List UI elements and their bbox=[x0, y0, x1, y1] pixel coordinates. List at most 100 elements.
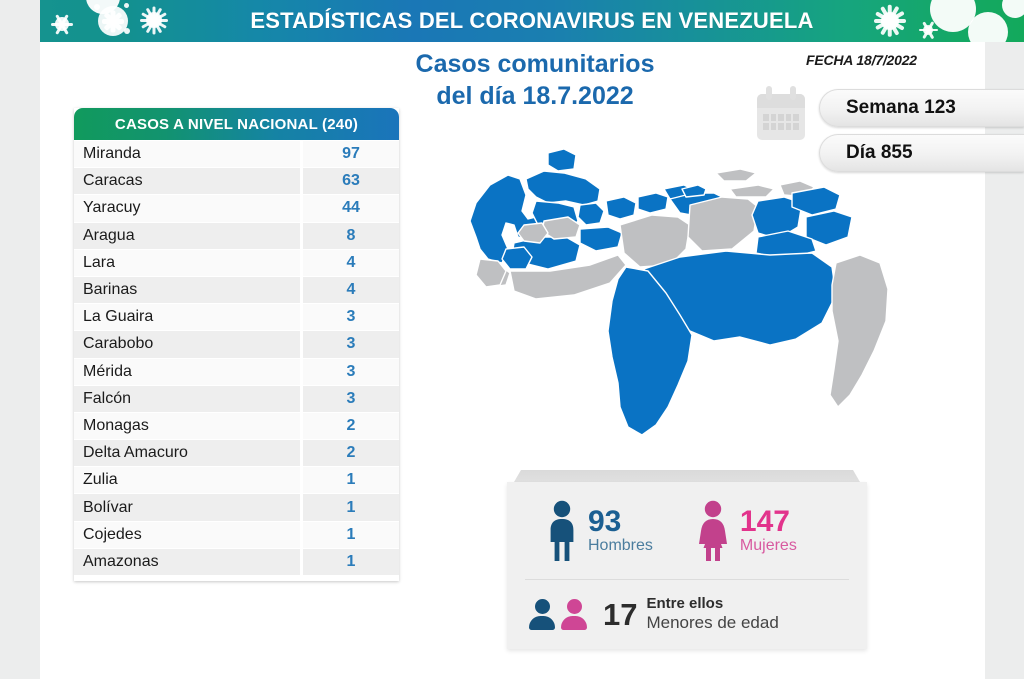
table-cell-state: Carabobo bbox=[74, 331, 300, 358]
table-header: CASOS A NIVEL NACIONAL (240) bbox=[74, 108, 399, 140]
table-cell-value: 4 bbox=[303, 276, 399, 304]
table-cell-value: 8 bbox=[303, 222, 399, 249]
table-cell-value: 97 bbox=[303, 141, 399, 168]
gender-row: 93 Hombres 147 Mujeres bbox=[525, 482, 849, 580]
minors-value: 17 bbox=[603, 596, 638, 632]
table-cell-value: 2 bbox=[303, 412, 399, 440]
table-row: Cojedes 1 bbox=[74, 521, 399, 548]
map-state-caracas bbox=[681, 184, 707, 198]
minors-row: 17 Entre ellos Menores de edad bbox=[507, 580, 867, 648]
national-cases-table: CASOS A NIVEL NACIONAL (240) Miranda 97 Ca… bbox=[74, 108, 399, 581]
table-cell-state: Delta Amacuro bbox=[74, 440, 300, 467]
table-cell-gap bbox=[300, 440, 303, 467]
map-state-tachira bbox=[475, 258, 507, 288]
table-cell-value: 1 bbox=[303, 521, 399, 548]
table-cell-gap bbox=[300, 249, 303, 276]
table-row: Aragua 8 bbox=[74, 222, 399, 249]
table-cell-value: 3 bbox=[303, 304, 399, 331]
coronavirus-icon bbox=[90, 0, 136, 42]
virus-blob-right-2 bbox=[968, 12, 1008, 42]
day-badge-label: Día 855 bbox=[846, 142, 913, 163]
page-title: ESTADÍSTICAS DEL CORONAVIRUS EN VENEZUEL… bbox=[250, 8, 814, 33]
table-cell-gap bbox=[300, 494, 303, 521]
coronavirus-icon-2 bbox=[136, 2, 172, 38]
female-figure-icon bbox=[698, 500, 727, 561]
minors-line2: Menores de edad bbox=[646, 612, 779, 632]
table-cell-gap bbox=[300, 548, 303, 575]
map-state-cojedes bbox=[579, 226, 623, 252]
table-cell-gap bbox=[300, 331, 303, 358]
gender-stats-panel: 93 Hombres 147 Mujeres bbox=[507, 482, 867, 649]
table-row: Barinas 4 bbox=[74, 276, 399, 304]
table-cell-state: Caracas bbox=[74, 168, 300, 195]
women-stat: 147 Mujeres bbox=[697, 500, 797, 562]
table-cell-gap bbox=[300, 521, 303, 548]
coronavirus-icon-3 bbox=[48, 10, 76, 38]
table-cell-state: Amazonas bbox=[74, 548, 300, 575]
map-state-trujillo bbox=[517, 222, 549, 244]
table-cell-value: 63 bbox=[303, 168, 399, 195]
calendar-icon bbox=[757, 86, 805, 140]
virus-blob-right-3 bbox=[1002, 0, 1024, 18]
table-row: Carabobo 3 bbox=[74, 331, 399, 358]
map-state-sucre bbox=[791, 186, 841, 216]
map-state-amazonas bbox=[607, 266, 693, 436]
subtitle-line1: Casos comunitarios bbox=[415, 50, 655, 78]
table-cell-state: Lara bbox=[74, 249, 300, 276]
week-badge[interactable]: Semana 123 bbox=[819, 89, 1024, 127]
table-cell-value: 1 bbox=[303, 467, 399, 494]
table-cell-state: Falcón bbox=[74, 385, 300, 412]
table-cell-value: 3 bbox=[303, 385, 399, 412]
table-cell-value: 1 bbox=[303, 494, 399, 521]
map-state-anzoategui bbox=[687, 196, 759, 252]
table-cell-gap bbox=[300, 141, 303, 168]
table-row: Falcón 3 bbox=[74, 385, 399, 412]
table-cell-state: La Guaira bbox=[74, 304, 300, 331]
table-row: Amazonas 1 bbox=[74, 548, 399, 575]
venezuela-map[interactable] bbox=[440, 145, 920, 475]
men-value: 93 bbox=[588, 504, 622, 538]
table-row: Zulia 1 bbox=[74, 467, 399, 494]
map-state-yaracuy bbox=[577, 202, 605, 226]
table-cell-gap bbox=[300, 222, 303, 249]
table-row: Caracas 63 bbox=[74, 168, 399, 195]
table-cell-gap bbox=[300, 168, 303, 195]
map-state-merida bbox=[501, 246, 533, 270]
table-row: Mérida 3 bbox=[74, 358, 399, 385]
table-cell-gap bbox=[300, 385, 303, 412]
coronavirus-icon-4 bbox=[870, 1, 910, 41]
table-cell-state: Zulia bbox=[74, 467, 300, 494]
table-cell-state: Mérida bbox=[74, 358, 300, 385]
week-badge-label: Semana 123 bbox=[846, 97, 956, 118]
table-row: Monagas 2 bbox=[74, 412, 399, 440]
header-banner: ESTADÍSTICAS DEL CORONAVIRUS EN VENEZUEL… bbox=[40, 0, 1024, 42]
table-cell-value: 2 bbox=[303, 440, 399, 467]
minors-line1: Entre ellos bbox=[646, 595, 724, 613]
table-cell-state: Barinas bbox=[74, 276, 300, 304]
table-cell-gap bbox=[300, 412, 303, 440]
map-state-falcon bbox=[525, 170, 601, 206]
map-state-apure bbox=[509, 254, 627, 300]
men-label: Hombres bbox=[588, 536, 653, 554]
map-state-north-islands bbox=[715, 168, 757, 182]
table-row: La Guaira 3 bbox=[74, 304, 399, 331]
table-cell-state: Yaracuy bbox=[74, 195, 300, 222]
table-body: Miranda 97 Caracas 63 Yaracuy 44 Aragua 8 Lara 4 B… bbox=[74, 141, 399, 575]
table-cell-state: Cojedes bbox=[74, 521, 300, 548]
table-cell-gap bbox=[300, 304, 303, 331]
women-value: 147 bbox=[739, 504, 790, 538]
map-state-guarico bbox=[619, 214, 691, 268]
map-state-aragua bbox=[637, 192, 669, 214]
subtitle-line2: del día 18.7.2022 bbox=[436, 82, 634, 110]
table-cell-gap bbox=[300, 276, 303, 304]
map-state-falcon-peninsula bbox=[547, 148, 577, 172]
day-badge[interactable]: Día 855 bbox=[819, 134, 1024, 172]
table-cell-value: 1 bbox=[303, 548, 399, 575]
male-figure-icon bbox=[550, 500, 574, 561]
table-cell-value: 4 bbox=[303, 249, 399, 276]
table-cell-state: Miranda bbox=[74, 141, 300, 168]
table-row: Bolívar 1 bbox=[74, 494, 399, 521]
table-row: Miranda 97 bbox=[74, 141, 399, 168]
table-cell-state: Monagas bbox=[74, 412, 300, 440]
